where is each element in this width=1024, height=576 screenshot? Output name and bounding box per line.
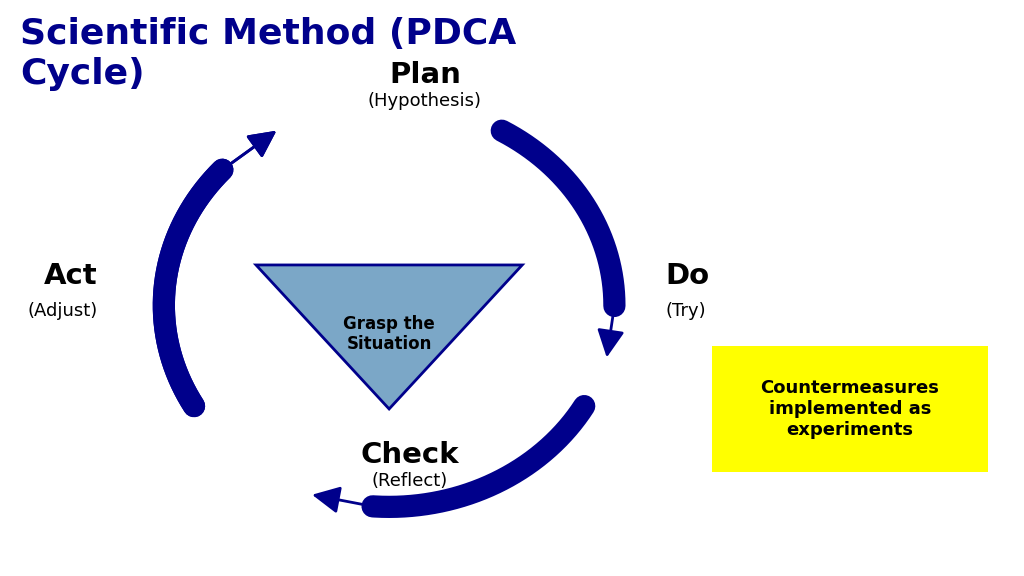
Text: Scientific Method (PDCA
Cycle): Scientific Method (PDCA Cycle) [20,17,517,90]
Text: Check: Check [360,441,459,469]
Text: Act: Act [44,263,97,290]
Text: (Reflect): (Reflect) [372,472,447,490]
Text: (Hypothesis): (Hypothesis) [368,92,482,110]
Text: Plan: Plan [389,61,461,89]
Text: (Adjust): (Adjust) [27,302,97,320]
Text: Countermeasures
implemented as
experiments: Countermeasures implemented as experimen… [761,379,939,439]
FancyBboxPatch shape [712,346,988,472]
Polygon shape [256,265,522,409]
Text: Do: Do [666,263,710,290]
Text: (Try): (Try) [666,302,707,320]
Text: Grasp the
Situation: Grasp the Situation [343,314,435,354]
